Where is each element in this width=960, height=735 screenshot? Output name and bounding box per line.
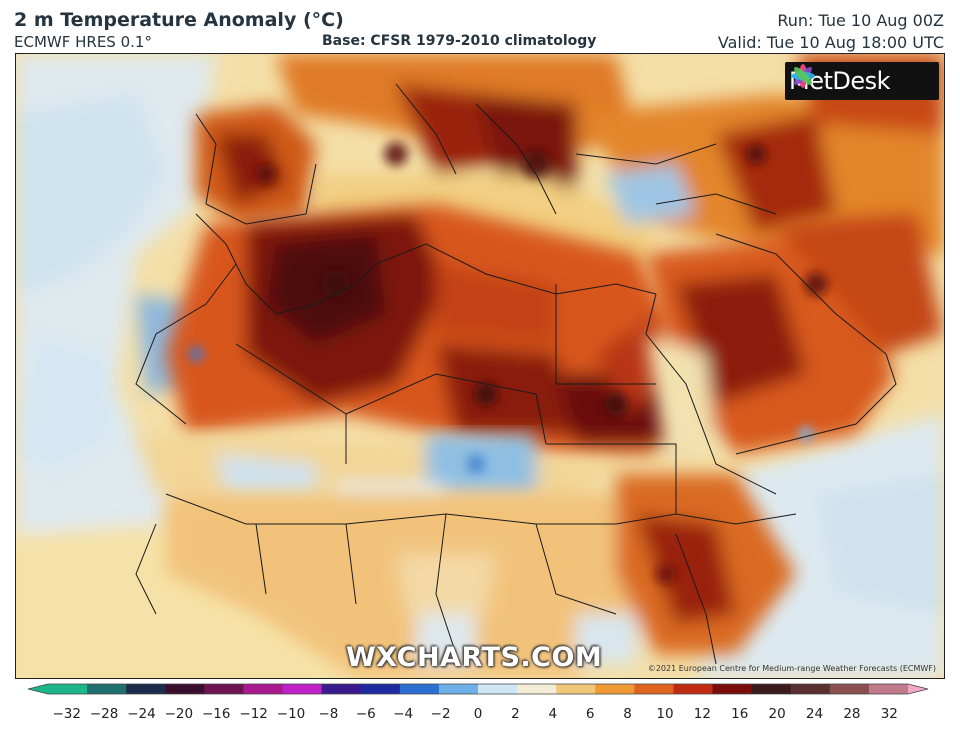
- colorbar-tick-label: 0: [473, 706, 483, 722]
- colorbar-outline: [27, 683, 929, 695]
- metdesk-logo-icon: [791, 64, 815, 88]
- colorbar-tick-label: 2: [511, 706, 520, 722]
- colorbar-segment: [321, 684, 362, 694]
- colorbar-tick-label: 8: [623, 706, 632, 722]
- model-name: ECMWF HRES 0.1°: [14, 33, 152, 51]
- run-time: Run: Tue 10 Aug 00Z: [777, 11, 944, 30]
- colorbar-min-arrow: [28, 684, 48, 694]
- wxcharts-watermark: WXCHARTS.COM: [346, 642, 603, 673]
- colorbar-segment: [399, 684, 440, 694]
- colorbar-segment: [556, 684, 596, 694]
- colorbar-tick-label: 24: [805, 706, 824, 722]
- colorbar-segment: [634, 684, 674, 694]
- colorbar-tick-label: −16: [202, 706, 231, 722]
- colorbar-tick-label: 12: [693, 706, 711, 722]
- colorbar-segment: [282, 684, 323, 694]
- climatology-base: Base: CFSR 1979-2010 climatology: [322, 33, 597, 49]
- colorbar-max-arrow: [908, 684, 928, 694]
- colorbar-segment: [204, 684, 244, 694]
- colorbar-tick-label: −8: [318, 706, 339, 722]
- colorbar-segment: [595, 684, 635, 694]
- colorbar-segment: [673, 684, 714, 694]
- colorbar-segment: [87, 684, 127, 694]
- colorbar-tick-label: −28: [89, 706, 119, 722]
- colorbar-segment: [48, 684, 88, 694]
- colorbar-tick-label: −20: [164, 706, 194, 722]
- colorbar-tick-label: 32: [880, 706, 898, 722]
- colorbar-segment: [868, 684, 909, 694]
- colorbar-tick-label: 4: [548, 706, 558, 722]
- colorbar-tick-label: −2: [430, 706, 451, 722]
- colorbar-tick-label: 16: [731, 706, 749, 722]
- colorbar-segment: [165, 684, 205, 694]
- colorbar-tick-label: −12: [239, 706, 268, 722]
- colorbar-tick-label: −24: [127, 706, 156, 722]
- colorbar-segment: [751, 684, 792, 694]
- colorbar-segment: [243, 684, 284, 694]
- metdesk-logo: MetDesk: [785, 62, 939, 100]
- colorbar-tick-label: 28: [843, 706, 861, 722]
- colorbar-segment: [360, 684, 401, 694]
- colorbar-segment: [712, 684, 753, 694]
- colorbar-tick-label: −6: [355, 706, 376, 722]
- colorbar-segment: [478, 684, 518, 694]
- colorbar-tick-label: −4: [393, 706, 414, 722]
- colorbar-segment: [790, 684, 831, 694]
- chart-title: 2 m Temperature Anomaly (°C): [14, 9, 344, 31]
- colorbar-segment: [126, 684, 166, 694]
- colorbar-segment: [517, 684, 557, 694]
- colorbar-tick-label: 10: [656, 706, 674, 722]
- colorbar-tick-label: 20: [768, 706, 786, 722]
- copyright-notice: ©2021 European Centre for Medium-range W…: [647, 664, 936, 673]
- valid-time: Valid: Tue 10 Aug 18:00 UTC: [717, 33, 944, 52]
- colorbar-tick-label: −32: [52, 706, 81, 722]
- colorbar-tick-label: −10: [276, 706, 306, 722]
- anomaly-map: MetDesk WXCHARTS.COM ©2021 European Cent…: [15, 53, 945, 679]
- colorbar-tick-label: 6: [585, 706, 595, 722]
- colorbar-segment: [438, 684, 479, 694]
- colorbar-segment: [829, 684, 870, 694]
- colorbar: [27, 683, 929, 695]
- map-canvas: [16, 54, 944, 678]
